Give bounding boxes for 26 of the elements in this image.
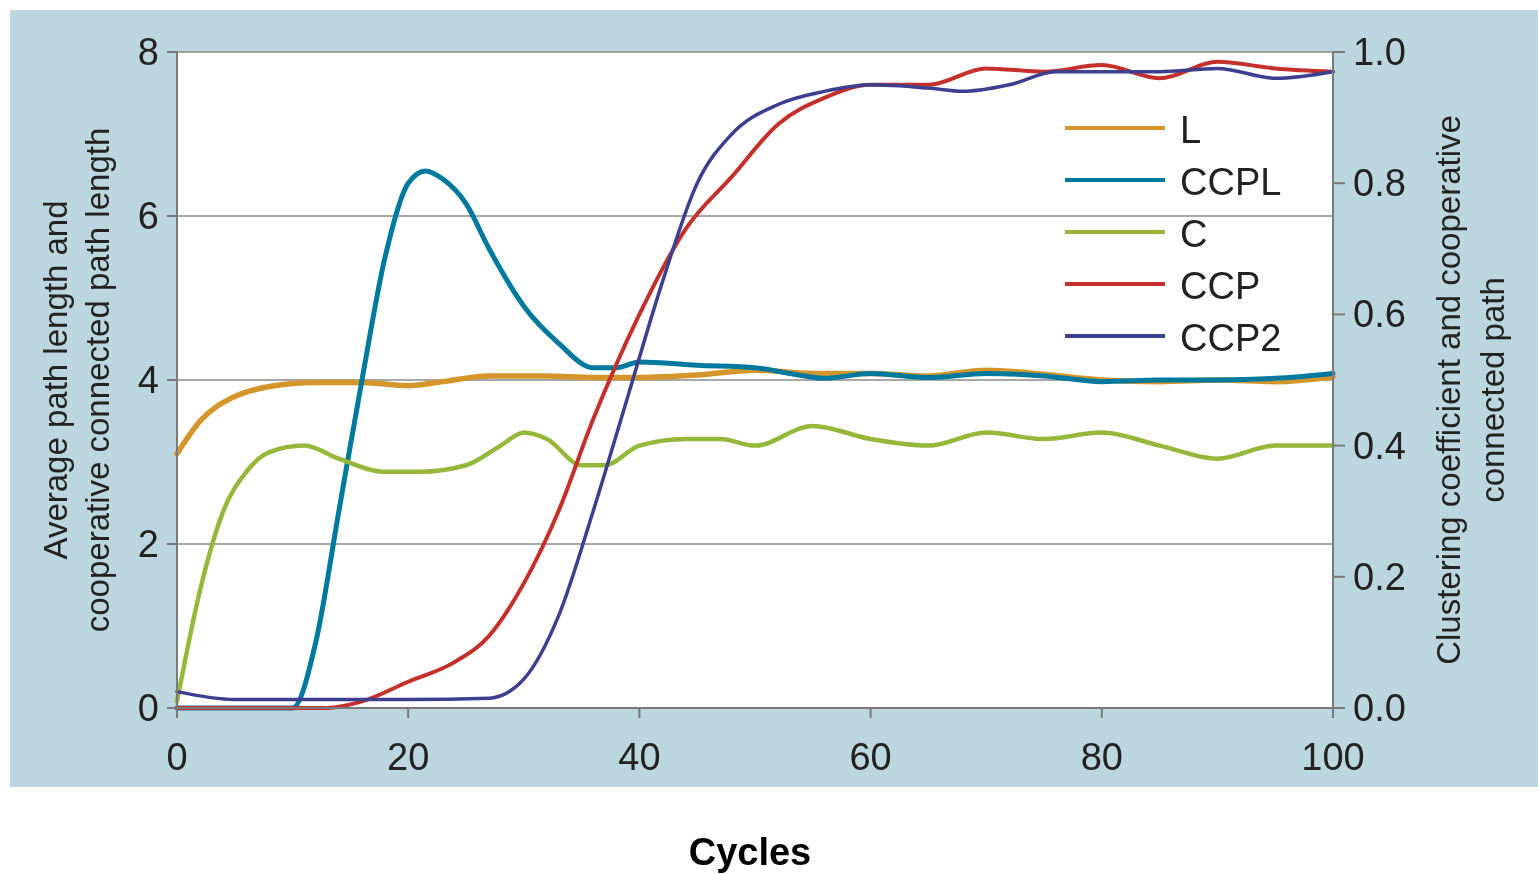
x-tick-label: 100: [1301, 736, 1365, 778]
x-tick-label: 60: [849, 736, 892, 778]
y2-tick-label: 0.6: [1353, 293, 1406, 336]
y-tick-label: 0: [137, 687, 159, 729]
y-tick-label: 2: [137, 523, 159, 565]
legend-label: L: [1180, 109, 1202, 151]
x-tick-label: 0: [166, 736, 188, 778]
y2-axis-title: Clustering coefficient and cooperative connected path: [1430, 115, 1511, 665]
legend-label: CCP2: [1180, 317, 1282, 359]
line-series: [174, 423, 1336, 704]
x-tick-label: 40: [618, 736, 661, 778]
y2-tick-label: 0.8: [1353, 162, 1406, 205]
y-tick-label: 4: [137, 359, 159, 401]
y-tick-label: 6: [137, 195, 159, 237]
y2-tick-label: 0.2: [1353, 555, 1406, 598]
y2-tick-label: 1.0: [1353, 31, 1406, 73]
legend-label: CCP: [1180, 265, 1261, 307]
legend-label: C: [1180, 213, 1208, 255]
x-tick-label: 20: [387, 736, 430, 778]
y-axis-title: Average path length and cooperative connected path length: [37, 127, 116, 633]
y2-tick-label: 0.0: [1353, 687, 1406, 729]
y2-tick-label: 0.4: [1353, 424, 1406, 467]
y-tick-label: 8: [137, 31, 159, 73]
x-tick-label: 80: [1080, 736, 1123, 778]
legend-label: CCPL: [1180, 161, 1282, 203]
x-axis-title: Cycles: [688, 831, 812, 873]
